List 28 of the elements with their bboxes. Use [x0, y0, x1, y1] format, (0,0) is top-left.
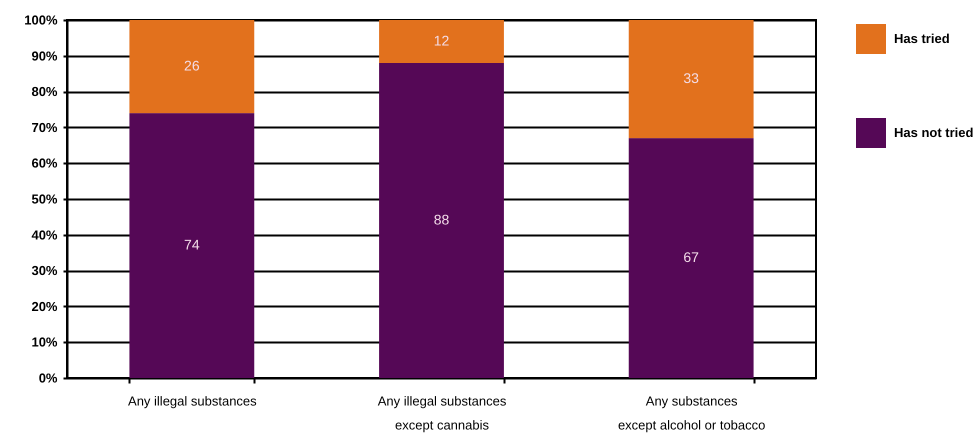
x-tick-label: Any substances except alcohol or tobacco: [618, 394, 766, 432]
legend-label: Has not tried: [894, 125, 974, 140]
bar: [129, 113, 254, 378]
bar: [379, 62, 504, 378]
y-tick-label: 80%: [31, 84, 58, 100]
y-tick-label: 60%: [31, 156, 58, 171]
data-label: 12: [434, 32, 450, 48]
data-label: 67: [683, 249, 700, 266]
y-tick-label: 10%: [31, 334, 58, 350]
y-tick-label: 100%: [24, 12, 58, 28]
y-tick-label: 0%: [38, 370, 58, 386]
bar: [129, 20, 254, 114]
bar: [628, 138, 754, 378]
y-tick-label: 50%: [31, 192, 58, 206]
y-tick-label: 40%: [31, 227, 58, 242]
data-label: 26: [184, 58, 200, 74]
y-tick-label: 20%: [31, 298, 58, 314]
y-tick-label: 70%: [31, 120, 58, 135]
legend-label: Has tried: [894, 31, 950, 46]
bar: [379, 20, 504, 63]
bar: [628, 20, 754, 138]
x-tick-label: Any illegal substances except cannabis: [378, 394, 507, 432]
y-tick-label: 90%: [31, 48, 58, 64]
data-label: 74: [184, 236, 200, 253]
data-label: 88: [434, 211, 450, 228]
data-label: 33: [683, 70, 700, 86]
y-tick-label: 30%: [31, 263, 58, 278]
x-tick-label: Any illegal substances: [128, 394, 258, 408]
